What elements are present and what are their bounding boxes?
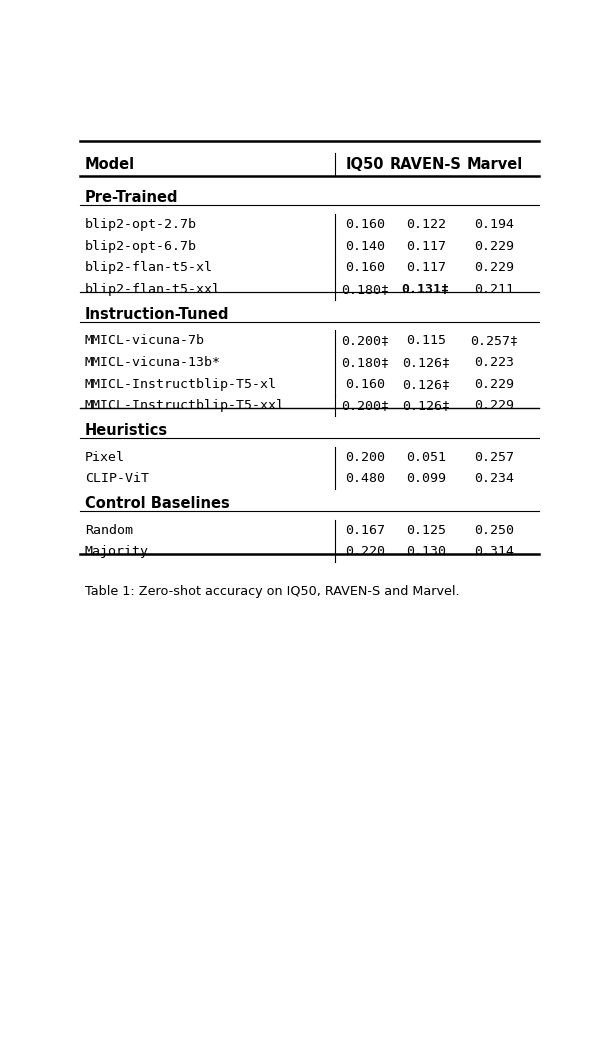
Text: MMICL-Instructblip-T5-xxl: MMICL-Instructblip-T5-xxl: [85, 399, 285, 412]
Text: 0.480: 0.480: [345, 473, 385, 485]
Text: 0.200‡: 0.200‡: [341, 335, 389, 347]
Text: 0.194: 0.194: [475, 218, 515, 232]
Text: 0.167: 0.167: [345, 524, 385, 536]
Text: 0.099: 0.099: [406, 473, 446, 485]
Text: Model: Model: [85, 157, 135, 172]
Text: 0.220: 0.220: [345, 545, 385, 559]
Text: RAVEN-S: RAVEN-S: [390, 157, 461, 172]
Text: 0.314: 0.314: [475, 545, 515, 559]
Text: blip2-opt-2.7b: blip2-opt-2.7b: [85, 218, 197, 232]
Text: Random: Random: [85, 524, 133, 536]
Text: MMICL-vicuna-13b*: MMICL-vicuna-13b*: [85, 356, 221, 369]
Text: 0.229: 0.229: [475, 399, 515, 412]
Text: 0.117: 0.117: [406, 261, 446, 274]
Text: 0.160: 0.160: [345, 261, 385, 274]
Text: 0.223: 0.223: [475, 356, 515, 369]
Text: 0.130: 0.130: [406, 545, 446, 559]
Text: Majority: Majority: [85, 545, 149, 559]
Text: Pre-Trained: Pre-Trained: [85, 190, 178, 205]
Text: 0.250: 0.250: [475, 524, 515, 536]
Text: 0.229: 0.229: [475, 261, 515, 274]
Text: Marvel: Marvel: [466, 157, 522, 172]
Text: 0.229: 0.229: [475, 240, 515, 253]
Text: 0.257: 0.257: [475, 450, 515, 464]
Text: 0.122: 0.122: [406, 218, 446, 232]
Text: 0.180‡: 0.180‡: [341, 356, 389, 369]
Text: 0.117: 0.117: [406, 240, 446, 253]
Text: 0.234: 0.234: [475, 473, 515, 485]
Text: Control Baselines: Control Baselines: [85, 496, 230, 511]
Text: 0.229: 0.229: [475, 378, 515, 391]
Text: blip2-opt-6.7b: blip2-opt-6.7b: [85, 240, 197, 253]
Text: CLIP-ViT: CLIP-ViT: [85, 473, 149, 485]
Text: 0.211: 0.211: [475, 282, 515, 296]
Text: MMICL-Instructblip-T5-xl: MMICL-Instructblip-T5-xl: [85, 378, 277, 391]
Text: blip2-flan-t5-xl: blip2-flan-t5-xl: [85, 261, 213, 274]
Text: 0.200: 0.200: [345, 450, 385, 464]
Text: 0.140: 0.140: [345, 240, 385, 253]
Text: 0.257‡: 0.257‡: [471, 335, 518, 347]
Text: 0.200‡: 0.200‡: [341, 399, 389, 412]
Text: Pixel: Pixel: [85, 450, 125, 464]
Text: 0.180‡: 0.180‡: [341, 282, 389, 296]
Text: blip2-flan-t5-xxl: blip2-flan-t5-xxl: [85, 282, 221, 296]
Text: 0.160: 0.160: [345, 218, 385, 232]
Text: 0.115: 0.115: [406, 335, 446, 347]
Text: IQ50: IQ50: [345, 157, 384, 172]
Text: 0.126‡: 0.126‡: [402, 356, 449, 369]
Text: 0.126‡: 0.126‡: [402, 399, 449, 412]
Text: Table 1: Zero-shot accuracy on IQ50, RAVEN-S and Marvel.: Table 1: Zero-shot accuracy on IQ50, RAV…: [85, 585, 460, 598]
Text: 0.125: 0.125: [406, 524, 446, 536]
Text: 0.160: 0.160: [345, 378, 385, 391]
Text: Instruction-Tuned: Instruction-Tuned: [85, 307, 230, 322]
Text: 0.051: 0.051: [406, 450, 446, 464]
Text: 0.131‡: 0.131‡: [402, 282, 449, 296]
Text: 0.126‡: 0.126‡: [402, 378, 449, 391]
Text: Heuristics: Heuristics: [85, 423, 168, 438]
Text: MMICL-vicuna-7b: MMICL-vicuna-7b: [85, 335, 205, 347]
